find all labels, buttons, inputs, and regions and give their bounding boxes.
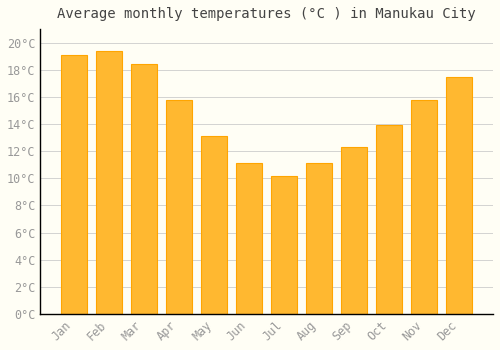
Bar bbox=[96, 51, 122, 314]
Title: Average monthly temperatures (°C ) in Manukau City: Average monthly temperatures (°C ) in Ma… bbox=[58, 7, 476, 21]
Bar bbox=[271, 176, 297, 314]
Bar bbox=[376, 125, 402, 314]
Bar bbox=[201, 136, 228, 314]
Bar bbox=[131, 64, 157, 314]
Bar bbox=[446, 77, 472, 314]
Bar bbox=[411, 100, 438, 314]
Bar bbox=[166, 100, 192, 314]
Bar bbox=[236, 163, 262, 314]
Bar bbox=[306, 163, 332, 314]
Bar bbox=[61, 55, 87, 314]
Bar bbox=[341, 147, 367, 314]
